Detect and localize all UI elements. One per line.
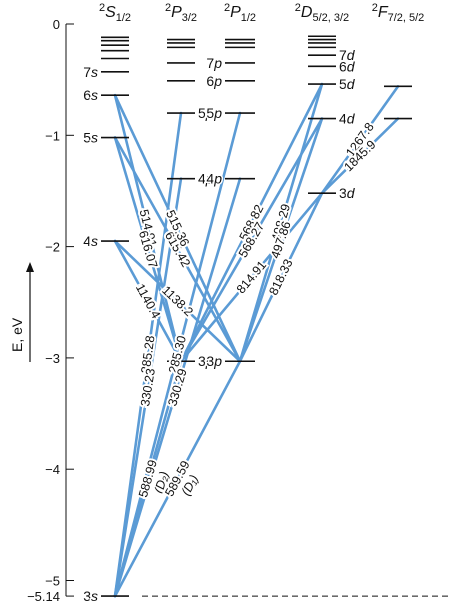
level-label: 4s [83, 233, 98, 249]
level-label: 7d [339, 47, 356, 63]
level-label: 6s [83, 87, 98, 103]
column-header: 2F7/2, 5/2 [372, 2, 425, 24]
column-header: 2D5/2, 3/2 [295, 2, 349, 24]
axis-tick-label: −5 [45, 574, 60, 589]
level-label: 7s [83, 64, 98, 80]
level-label: 4p [206, 171, 222, 187]
transition-line [238, 117, 324, 363]
level-label: 5p [198, 105, 214, 121]
level-label: 3p [206, 353, 222, 369]
level-label: 5d [339, 76, 356, 92]
level-label: 3d [339, 185, 356, 201]
transition-line [179, 82, 324, 363]
wavelength-label: 818.33 [266, 257, 295, 298]
axis-tick-label: 0 [53, 17, 60, 32]
level-label: 6d [339, 58, 356, 74]
transition-line [113, 359, 183, 598]
level-label: 7p [206, 55, 222, 71]
transition-line [179, 191, 324, 363]
transition-line [113, 239, 183, 363]
axis-arrowhead [26, 262, 34, 272]
transition-line [113, 359, 242, 598]
level-label: 4p [198, 171, 214, 187]
transition-label-group: 589.59(D₁) [160, 456, 203, 500]
transition-line [113, 177, 183, 598]
level-label: 4d [339, 111, 356, 127]
transition-line [320, 117, 400, 195]
axis-tick-label: −4 [45, 462, 60, 477]
transition-line [113, 136, 242, 363]
level-label: 3s [83, 588, 98, 604]
wavelength-label: 568.27 [236, 220, 267, 260]
column-header: 2P3/2 [165, 2, 197, 24]
energy-axis: 0 −1 −2 −3 −4 −5−5.14 E, eV [9, 17, 452, 604]
transition-line [179, 117, 324, 363]
axis-tick-label: −3 [45, 351, 60, 366]
level-label: 5p [206, 105, 222, 121]
transition-label-group: 818.33 [264, 255, 297, 300]
transition-line [113, 111, 242, 598]
axis-tick-label: −2 [45, 240, 60, 255]
level-label: 3p [198, 353, 214, 369]
transition-line [113, 239, 242, 363]
transition-line [113, 136, 183, 363]
level-label: 5s [83, 130, 98, 146]
column-headers: 2S1/2 2P3/2 2P1/2 2D5/2, 3/2 2F7/2, 5/2 [99, 2, 424, 24]
transition-label-group: 588.99(D₂) [134, 456, 173, 501]
axis-tick-label: −1 [45, 128, 60, 143]
axis-tick-label: −5.14 [27, 589, 60, 604]
transition-line [113, 93, 183, 363]
axis-label: E, eV [9, 317, 25, 352]
column-header: 2S1/2 [99, 2, 131, 24]
transition-line [238, 191, 324, 363]
column-header: 2P1/2 [224, 2, 256, 24]
transition-line [113, 111, 183, 598]
transition-line [320, 85, 400, 195]
transition-label-group: 568.27 [234, 218, 269, 262]
level-label: 6p [206, 73, 222, 89]
transition-lines [113, 82, 400, 598]
transition-line [238, 82, 324, 363]
